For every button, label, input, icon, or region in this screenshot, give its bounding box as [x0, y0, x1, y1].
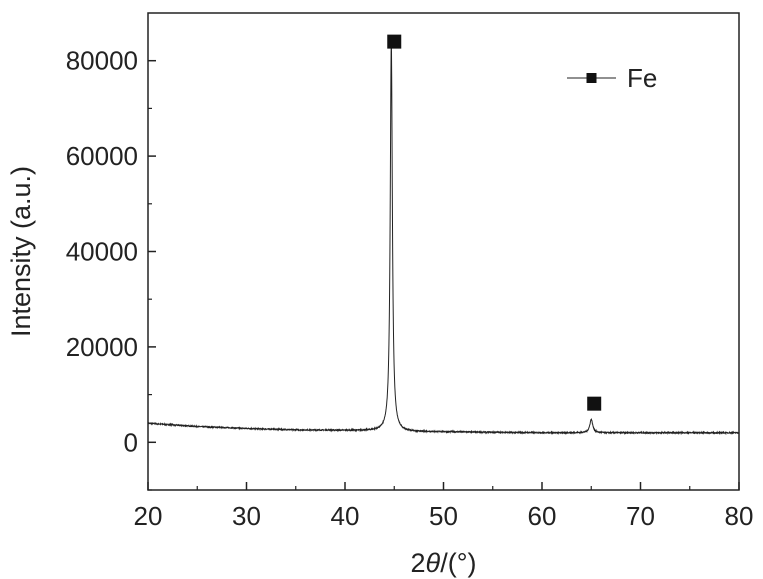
x-tick-label-40: 40	[331, 501, 360, 531]
legend-label-fe: Fe	[627, 63, 657, 93]
legend-marker-square	[586, 73, 597, 83]
x-tick-label-50: 50	[429, 501, 458, 531]
peak-marker-2	[587, 396, 602, 411]
x-tick-label-30: 30	[232, 501, 261, 531]
x-tick-label-60: 60	[528, 501, 557, 531]
y-axis-title: Intensity (a.u.)	[6, 166, 36, 337]
x-tick-label-20: 20	[134, 501, 163, 531]
y-tick-label-80000: 80000	[66, 46, 138, 76]
y-tick-label-0: 0	[124, 427, 138, 457]
x-axis: 20 30 40 50 60 70 80	[134, 482, 754, 531]
legend: Fe	[567, 63, 657, 93]
y-tick-label-60000: 60000	[66, 141, 138, 171]
y-axis: 0 20000 40000 60000 80000	[66, 46, 156, 491]
peak-marker-1	[387, 34, 402, 49]
series-line-fe	[147, 42, 740, 436]
peak-markers	[387, 34, 602, 411]
x-axis-title: 2θ/(°)	[411, 548, 477, 578]
x-tick-label-70: 70	[626, 501, 655, 531]
y-tick-label-40000: 40000	[66, 237, 138, 267]
y-tick-label-20000: 20000	[66, 332, 138, 362]
x-tick-label-80: 80	[725, 501, 754, 531]
